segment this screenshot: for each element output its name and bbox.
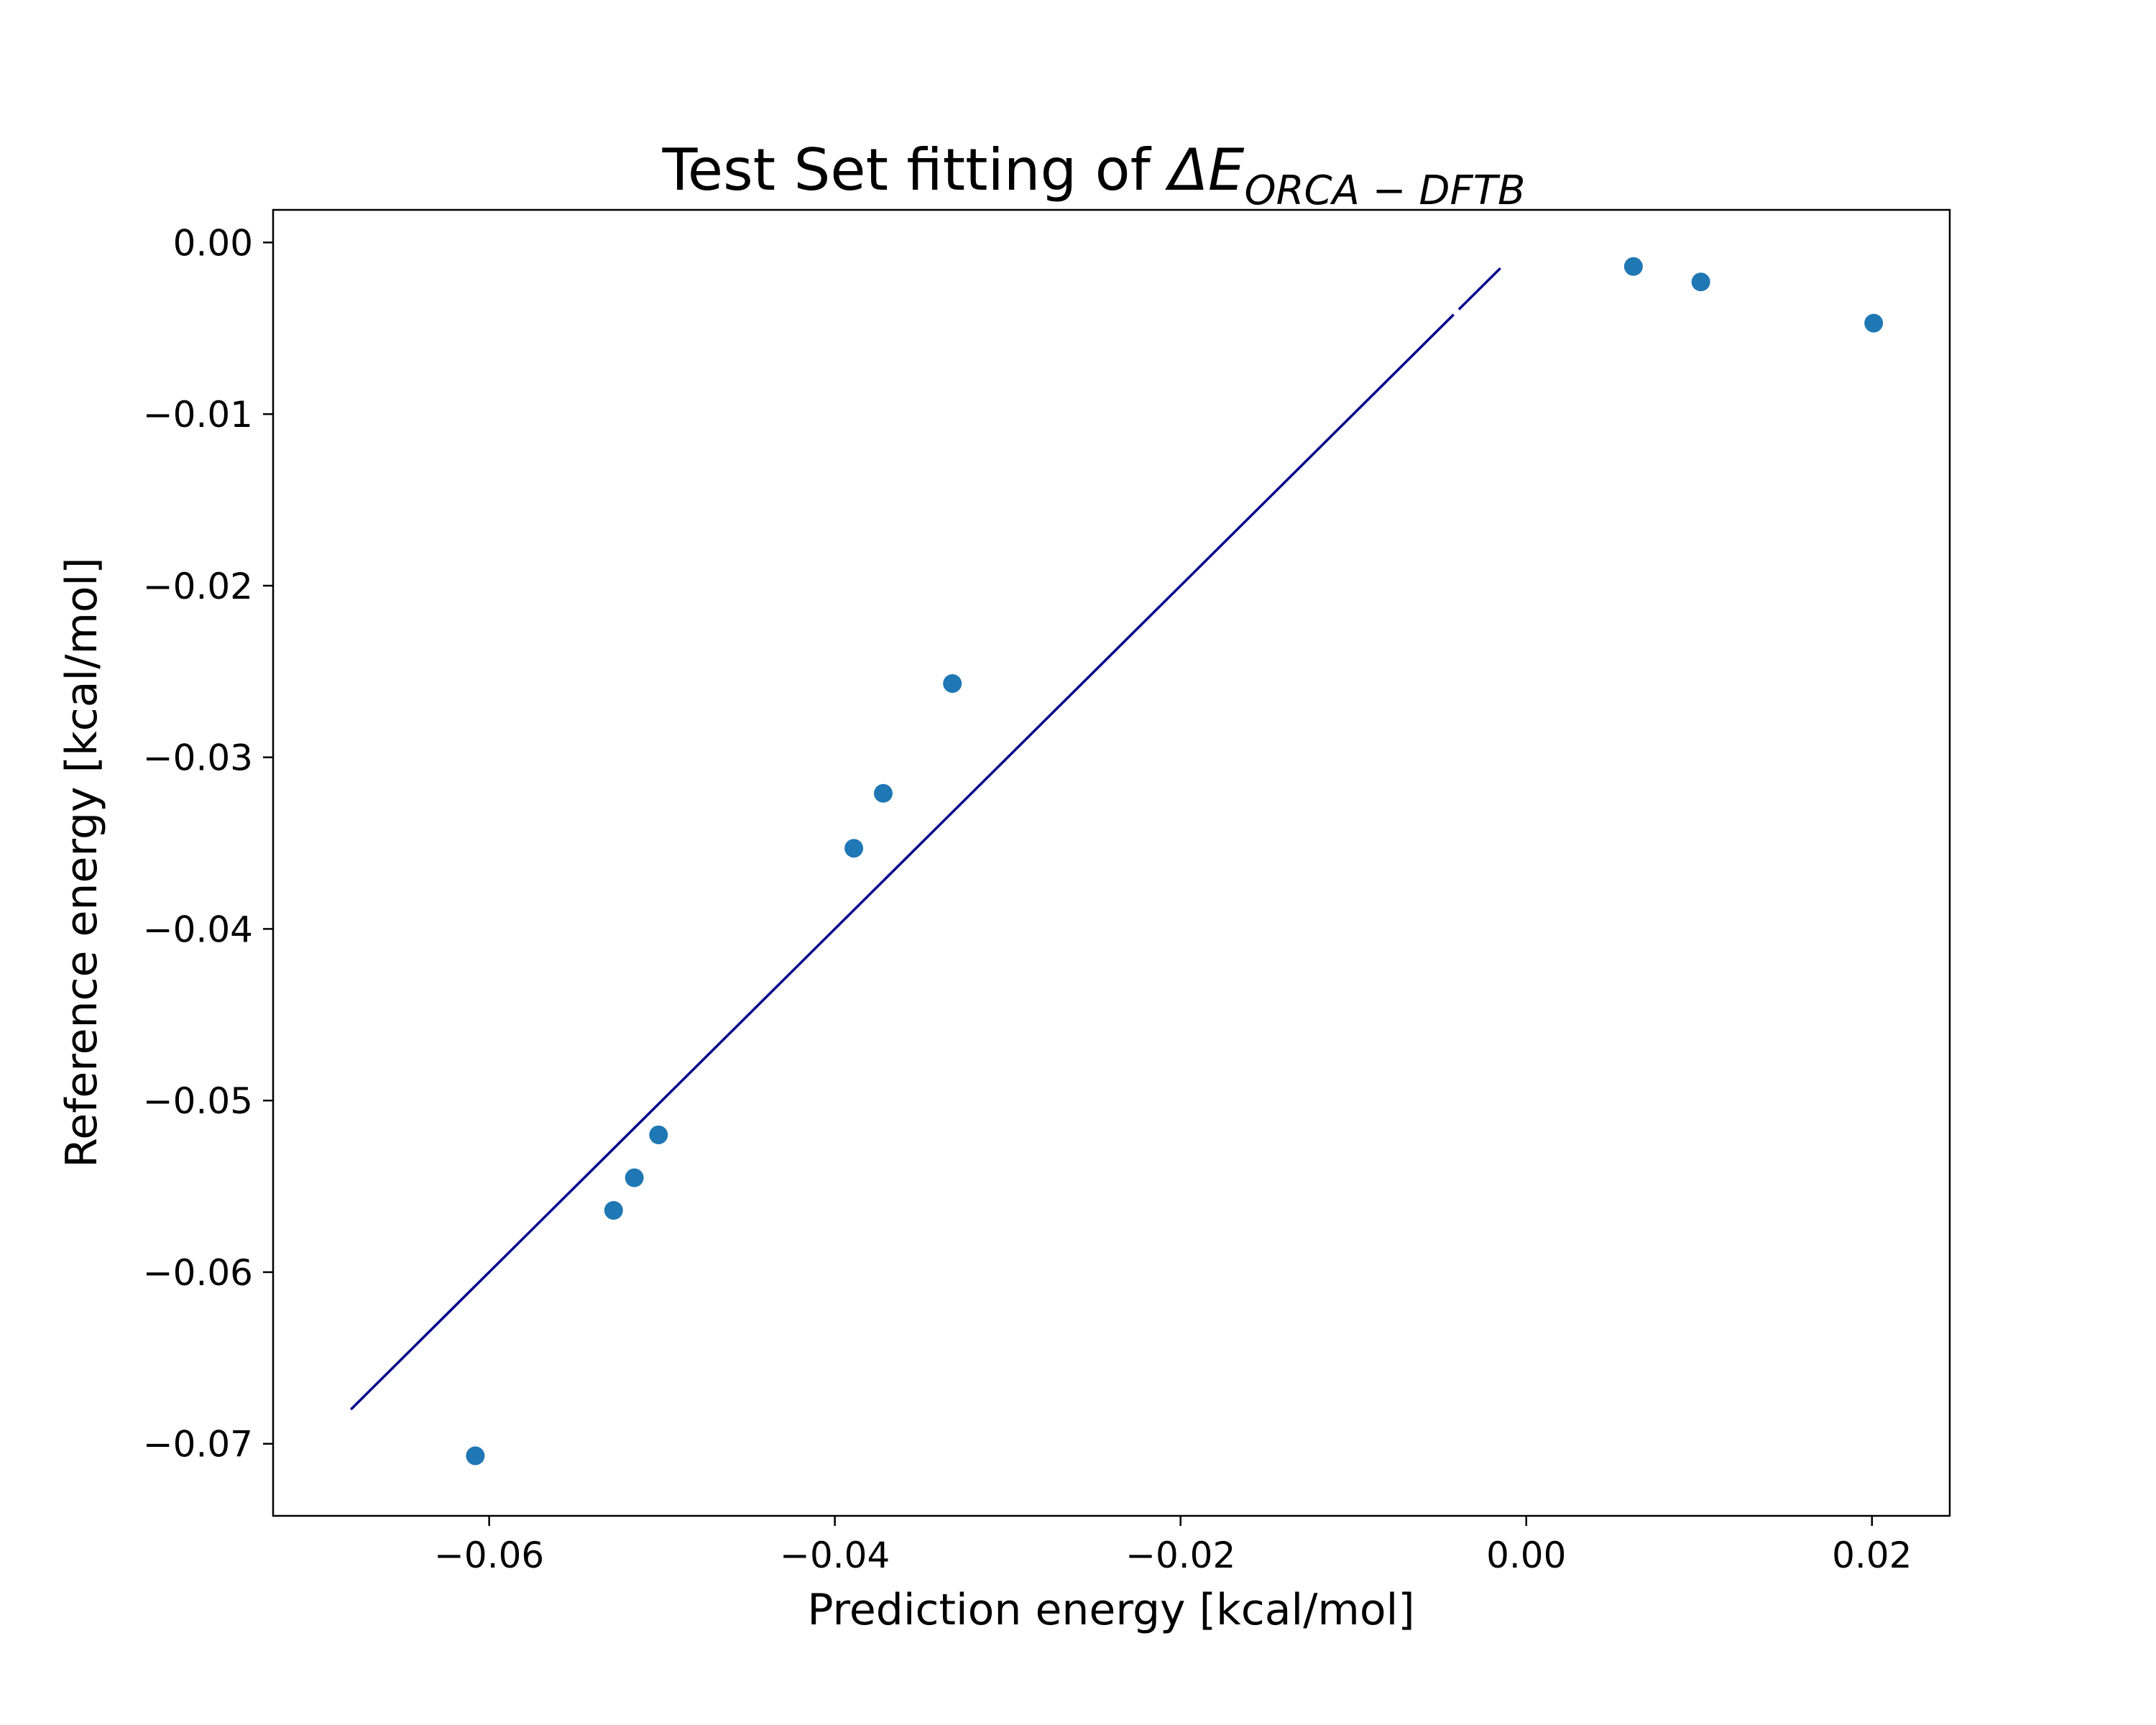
scatter-point — [649, 1125, 668, 1144]
scatter-point — [844, 839, 864, 858]
reference-line-lower — [349, 313, 1455, 1411]
scatter-point — [874, 783, 893, 803]
y-axis-label: Reference energy [kcal/mol] — [57, 557, 107, 1167]
plot-marks — [349, 257, 1884, 1466]
x-tick-label: 0.00 — [1486, 1535, 1566, 1576]
x-tick-label: −0.06 — [434, 1535, 544, 1576]
title-subscript: ORCA − DFTB — [1244, 167, 1525, 214]
chart-title: Test Set fitting of ΔEORCA − DFTB — [662, 137, 1526, 214]
title-symbol: ΔE — [1164, 137, 1245, 203]
y-tick-label: −0.06 — [143, 1252, 253, 1294]
scatter-point — [466, 1446, 485, 1466]
x-tick-label: 0.02 — [1832, 1535, 1912, 1576]
y-tick-label: −0.03 — [143, 737, 253, 779]
y-tick-label: −0.01 — [143, 394, 253, 436]
y-tick-label: −0.02 — [143, 566, 253, 607]
title-prefix: Test Set fitting of — [662, 137, 1169, 203]
scatter-point — [625, 1168, 644, 1187]
scatter-point — [1691, 272, 1710, 292]
y-tick-label: −0.05 — [143, 1080, 253, 1122]
y-tick-label: 0.00 — [173, 222, 253, 264]
plot-frame — [272, 208, 1951, 1517]
scatter-point — [1864, 313, 1884, 333]
y-tick-label: −0.07 — [143, 1424, 253, 1466]
scatter-point — [604, 1200, 623, 1220]
x-axis-ticks: −0.06 −0.04 −0.02 0.00 0.02 — [434, 1516, 1912, 1576]
y-axis-ticks: 0.00 −0.01 −0.02 −0.03 −0.04 −0.05 −0.06 −0.07 — [143, 222, 273, 1466]
y-tick-label: −0.04 — [143, 908, 253, 950]
x-tick-label: −0.02 — [1125, 1535, 1235, 1576]
scatter-point — [943, 673, 962, 693]
reference-line-upper — [1457, 267, 1501, 310]
x-axis-label: Prediction energy [kcal/mol] — [807, 1585, 1414, 1635]
x-tick-label: −0.04 — [780, 1535, 890, 1576]
scatter-point — [1623, 257, 1643, 276]
